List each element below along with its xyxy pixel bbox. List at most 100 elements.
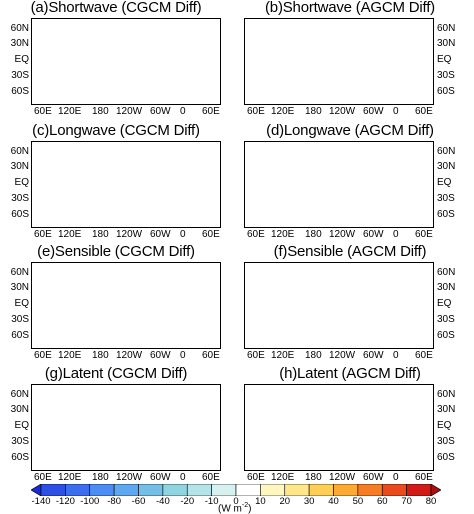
lon-label: 0 <box>180 106 186 117</box>
lon-label: 120E <box>271 229 295 240</box>
lon-label: 60W <box>363 229 384 240</box>
lat-label: 30N <box>10 38 29 49</box>
lat-label: 30N <box>437 404 456 415</box>
colorbar-label: -20 <box>180 496 195 507</box>
lat-label: EQ <box>437 420 452 431</box>
colorbar-bin <box>40 484 66 496</box>
colorbar: -140 -120 -100 -80 -60 -40 -20 -10 0 10 20 30 40 50 60… <box>31 484 441 514</box>
colorbar-label: 60 <box>376 496 388 507</box>
lat-label: 60S <box>437 209 455 220</box>
colorbar-bin <box>138 484 164 496</box>
lat-label: 30N <box>437 38 456 49</box>
panel-title-g: (g)Latent (CGCM Diff) <box>44 365 188 382</box>
colorbar-bin <box>381 484 407 496</box>
lon-label: 60W <box>363 106 384 117</box>
lon-label: 120E <box>271 350 295 361</box>
lon-label: 60E <box>247 350 265 361</box>
lat-label: EQ <box>14 298 29 309</box>
lon-label: 60W <box>150 472 171 483</box>
lat-label: 30S <box>437 193 455 204</box>
lat-label: 30N <box>10 161 29 172</box>
map-panel-c <box>31 141 221 228</box>
lon-label: 60E <box>415 106 433 117</box>
lon-label: 120W <box>116 350 143 361</box>
lon-label: 120W <box>116 472 143 483</box>
colorbar-bin <box>162 484 188 496</box>
lat-label: 60N <box>437 267 456 278</box>
colorbar-label: 50 <box>352 496 364 507</box>
lat-label: 60N <box>10 146 29 157</box>
lat-label: EQ <box>14 54 29 65</box>
lon-label: 60E <box>247 229 265 240</box>
map-panel-h <box>244 384 434 471</box>
lat-label: 60S <box>11 452 29 463</box>
lat-label: 30S <box>11 314 29 325</box>
lon-label: 60E <box>247 472 265 483</box>
unit-base: (W m <box>218 503 242 514</box>
colorbar-label: 20 <box>279 496 291 507</box>
panel-title-b: (b)Shortwave (AGCM Diff) <box>265 0 435 16</box>
lon-label: 0 <box>180 229 186 240</box>
lat-label: 60S <box>437 86 455 97</box>
colorbar-bin <box>284 484 310 496</box>
lon-label: 180 <box>305 472 322 483</box>
map-panel-d <box>244 141 434 228</box>
lon-label: 180 <box>305 350 322 361</box>
lat-label: 60N <box>437 23 456 34</box>
colorbar-label: 70 <box>401 496 412 507</box>
lon-label: 60E <box>34 229 52 240</box>
lat-label: 30S <box>11 436 29 447</box>
lon-label: 180 <box>305 229 322 240</box>
colorbar-label: 40 <box>328 496 339 507</box>
colorbar-labels: -140 -120 -100 -80 -60 -40 -20 -10 0 10 20 30 40 50 60… <box>31 496 441 508</box>
lat-label: 60N <box>10 389 29 400</box>
lat-label: 30N <box>437 282 456 293</box>
lon-label: 60E <box>202 106 220 117</box>
lon-label: 60W <box>150 350 171 361</box>
lon-label: 120W <box>116 106 143 117</box>
colorbar-label: -80 <box>107 496 121 507</box>
colorbar-bin <box>406 484 432 496</box>
colorbar-label: -100 <box>80 496 100 507</box>
colorbar-bin <box>113 484 139 496</box>
lon-label: 0 <box>393 229 399 240</box>
lon-label: 120W <box>329 106 356 117</box>
lon-label: 60W <box>363 350 384 361</box>
lon-label: 180 <box>92 106 109 117</box>
panel-title-h: (h)Latent (AGCM Diff) <box>279 365 421 382</box>
lon-label: 60E <box>34 472 52 483</box>
lat-label: 60N <box>10 267 29 278</box>
colorbar-label: -40 <box>156 496 170 507</box>
colorbar-bin <box>357 484 383 496</box>
lat-label: 60S <box>437 330 455 341</box>
lat-label: EQ <box>14 177 29 188</box>
map-panel-e <box>31 262 221 349</box>
lat-label: 60N <box>10 23 29 34</box>
colorbar-extend-right <box>430 484 441 496</box>
lat-label: EQ <box>437 177 452 188</box>
map-panel-g <box>31 384 221 471</box>
panel-title-d: (d)Longwave (AGCM Diff) <box>266 122 434 139</box>
lon-label: 180 <box>92 472 109 483</box>
unit-exponent: -2 <box>241 502 249 509</box>
colorbar-label: -60 <box>131 496 146 507</box>
lat-label: 30S <box>437 314 455 325</box>
lat-label: 30N <box>10 282 29 293</box>
lat-label: 60N <box>437 146 456 157</box>
colorbar-unit: (W m-2) <box>218 502 251 514</box>
colorbar-label: -140 <box>31 496 51 507</box>
lon-label: 180 <box>305 106 322 117</box>
lon-label: 0 <box>180 350 186 361</box>
colorbar-bin <box>308 484 334 496</box>
colorbar-extend-left <box>31 484 42 496</box>
lon-label: 120E <box>58 350 82 361</box>
lat-label: EQ <box>437 298 452 309</box>
panel-title-c: (c)Longwave (CGCM Diff) <box>32 122 200 139</box>
lon-label: 120E <box>58 106 82 117</box>
colorbar-label: -120 <box>55 496 75 507</box>
colorbar-bin <box>235 484 261 496</box>
colorbar-label: 30 <box>303 496 315 507</box>
lat-label: 60S <box>11 86 29 97</box>
colorbar-bin <box>333 484 359 496</box>
lat-label: 30S <box>11 193 29 204</box>
